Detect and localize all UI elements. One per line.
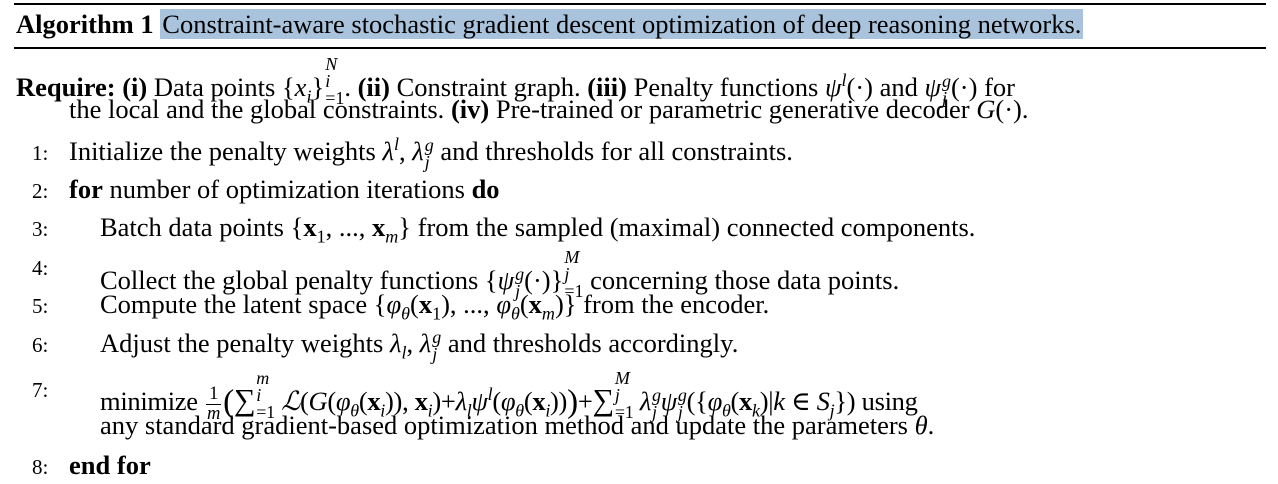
step-5: Compute the latent space {φθ(x1), ..., φ… xyxy=(100,289,770,324)
require-item-iii-text: Penalty functions xyxy=(633,72,819,103)
require-keyword: Require: xyxy=(16,72,116,103)
step-text: Compute the latent space xyxy=(100,289,368,319)
step-7: minimize 1 m (∑ m i =1 ℒ(G(φθ(xi)), xi)+λlψl(… xyxy=(100,368,918,424)
require-and: and xyxy=(879,72,918,103)
require-item-iv-text: Pre-trained or parametric generative dec… xyxy=(495,94,970,124)
require-item-i-text: Data points xyxy=(153,72,276,103)
require-item-ii-label: (ii) xyxy=(357,72,390,103)
step-text: from the encoder. xyxy=(583,289,770,319)
step-text: Adjust the penalty weights xyxy=(100,328,384,358)
step-4: Collect the global penalty functions {ψ g… xyxy=(100,247,900,302)
step-number: 8: xyxy=(32,455,49,479)
for-keyword: for xyxy=(69,174,103,204)
require-cont-text: the local and the global constraints. xyxy=(69,94,445,124)
step-number: 6: xyxy=(32,333,49,357)
step-text: using xyxy=(861,386,918,417)
step-text: Collect the global penalty functions xyxy=(100,265,479,296)
algorithm-caption: Algorithm 1 Constraint-aware stochastic … xyxy=(16,6,1084,42)
step-text: and thresholds accordingly. xyxy=(447,328,739,358)
step-text: Batch data points xyxy=(100,212,284,242)
require-item-iv-label: (iv) xyxy=(450,94,490,124)
step-text: number of optimization iterations xyxy=(109,174,465,204)
step-8: end for xyxy=(69,448,151,482)
end-for-keyword: end for xyxy=(69,450,151,480)
step-3: Batch data points {x1, ..., xm} from the… xyxy=(100,212,976,247)
require-for: for xyxy=(984,72,1015,103)
step-text: from the sampled (maximal) connected com… xyxy=(417,212,976,242)
do-keyword: do xyxy=(471,174,500,204)
step-number: 5: xyxy=(32,294,49,318)
require-line-2: the local and the global constraints. (i… xyxy=(69,94,1029,124)
step-number: 2: xyxy=(32,179,49,203)
step-2: for number of optimization iterations do xyxy=(69,172,500,206)
step-text: concerning those data points. xyxy=(590,265,900,296)
caption-rule xyxy=(14,47,1266,49)
step-number: 1: xyxy=(32,141,49,165)
require-item-i-label: (i) xyxy=(122,72,148,103)
step-7-continued: any standard gradient-based optimization… xyxy=(100,410,935,440)
algorithm-label: Algorithm 1 xyxy=(16,9,154,39)
step-text: any standard gradient-based optimization… xyxy=(100,410,908,440)
step-number: 7: xyxy=(32,378,49,402)
require-item-iii-label: (iii) xyxy=(587,72,627,103)
step-number: 3: xyxy=(32,217,49,241)
step-text: Initialize the penalty weights xyxy=(69,136,376,166)
step-text: and thresholds for all constraints. xyxy=(440,136,793,166)
algorithm-title: Constraint-aware stochastic gradient des… xyxy=(160,9,1084,39)
top-rule xyxy=(14,3,1266,5)
step-text: minimize xyxy=(100,386,198,417)
require-item-ii-text: Constraint graph. xyxy=(396,72,581,103)
step-number: 4: xyxy=(32,256,49,280)
